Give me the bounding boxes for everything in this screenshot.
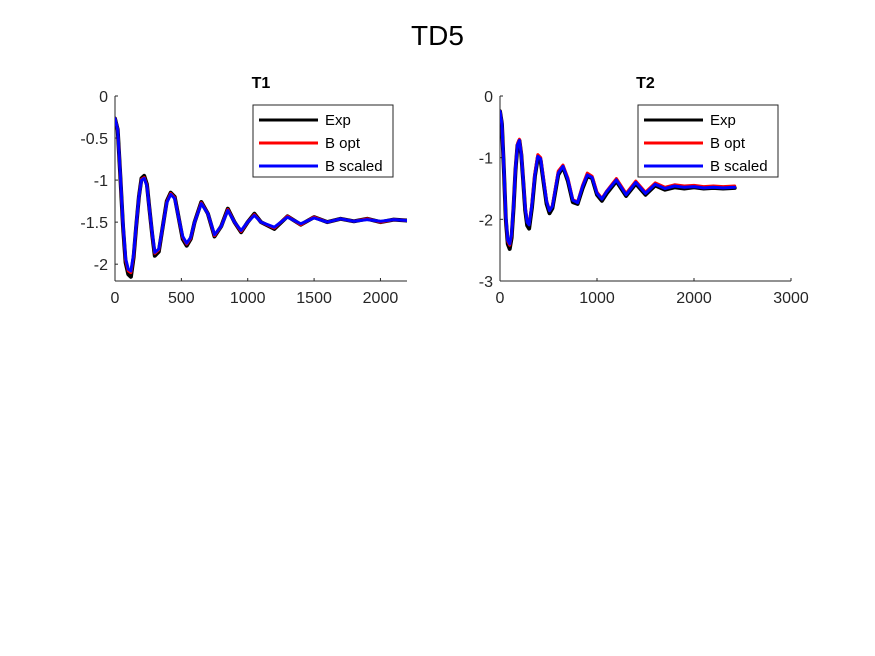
legend: Exp B opt B scaled xyxy=(637,104,779,178)
figure-title: TD5 xyxy=(411,20,464,51)
y-tick-label: -0.5 xyxy=(80,131,108,148)
x-tick-label: 3000 xyxy=(773,290,809,307)
x-tick-label: 1000 xyxy=(230,290,266,307)
x-tick-label: 500 xyxy=(168,290,195,307)
legend-entry: B scaled xyxy=(710,158,768,175)
chart-title: T2 xyxy=(636,75,655,92)
legend-entry: B opt xyxy=(710,135,746,152)
legend-entry: Exp xyxy=(325,112,351,129)
legend-entry: B opt xyxy=(325,135,361,152)
x-tick-label: 1000 xyxy=(579,290,615,307)
legend-entry: B scaled xyxy=(325,158,383,175)
x-tick-label: 0 xyxy=(496,290,505,307)
y-tick-label: -3 xyxy=(479,274,493,291)
y-tick-label: 0 xyxy=(484,89,493,106)
y-tick-label: -2 xyxy=(94,257,108,274)
chart-title: T1 xyxy=(252,75,271,92)
series-line-b-scaled xyxy=(115,117,407,273)
x-tick-label: 0 xyxy=(111,290,120,307)
x-tick-label: 2000 xyxy=(676,290,712,307)
chart-t1: T1 0 500 1000 1500 2000 0 -0.5 -1 -1.5 -2 Exp B opt B… xyxy=(80,75,407,307)
y-tick-label: -2 xyxy=(479,212,493,229)
chart-t2: T2 0 1000 2000 3000 0 -1 -2 -3 Exp B opt B scaled xyxy=(479,75,809,307)
legend-entry: Exp xyxy=(710,112,736,129)
y-tick-label: -1.5 xyxy=(80,215,108,232)
y-tick-label: -1 xyxy=(479,151,493,168)
y-tick-label: -1 xyxy=(94,173,108,190)
legend: Exp B opt B scaled xyxy=(252,104,394,178)
x-tick-label: 2000 xyxy=(363,290,399,307)
y-tick-label: 0 xyxy=(99,89,108,106)
series-line-b-scaled xyxy=(500,109,737,246)
x-tick-label: 1500 xyxy=(296,290,332,307)
